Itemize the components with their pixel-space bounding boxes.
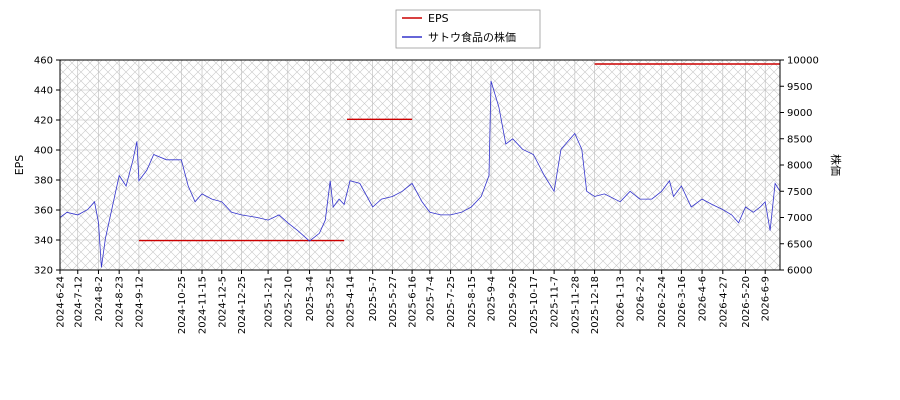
left-tick-label: 360 [34, 206, 53, 217]
series-layer [60, 63, 780, 268]
legend-box [395, 9, 541, 49]
legend-label-eps: EPS [428, 12, 449, 25]
x-tick-label: 2024-11-15 [198, 276, 209, 334]
left-axis-ticks: 320 340 360 380 400 420 440 460 [34, 56, 60, 277]
right-tick-label: 6000 [787, 266, 812, 277]
left-tick-label: 420 [34, 116, 53, 127]
series-stock-price [60, 80, 780, 268]
x-tick-label: 2024-12-5 [217, 276, 228, 328]
right-tick-label: 6500 [787, 239, 812, 250]
x-tick-label: 2024-8-23 [115, 276, 126, 328]
legend: EPS サトウ食品の株価 [395, 9, 541, 49]
x-tick-label: 2026-5-20 [741, 276, 752, 328]
x-tick-label: 2024-8-2 [94, 276, 105, 321]
stock-price-line [60, 80, 780, 268]
x-tick-label: 2025-10-17 [529, 276, 540, 334]
right-tick-label: 8500 [787, 134, 812, 145]
x-tick-label: 2024-6-24 [56, 276, 67, 328]
x-tick-label: 2025-2-10 [283, 276, 294, 328]
x-tick-label: 2025-5-7 [368, 276, 379, 321]
left-tick-label: 380 [34, 176, 53, 187]
x-tick-label: 2026-4-6 [698, 276, 709, 321]
x-tick-label: 2025-4-14 [345, 276, 356, 328]
x-tick-label: 2026-1-13 [616, 276, 627, 328]
x-tick-label: 2025-7-4 [425, 276, 436, 321]
x-tick-label: 2025-11-7 [550, 276, 561, 328]
x-tick-label: 2025-11-28 [570, 276, 581, 334]
x-tick-label: 2025-8-15 [467, 276, 478, 328]
x-tick-label: 2026-3-16 [677, 276, 688, 328]
right-tick-label: 9000 [787, 108, 812, 119]
right-tick-label: 7000 [787, 213, 812, 224]
x-tick-label: 2024-12-25 [237, 276, 248, 334]
x-tick-label: 2025-3-4 [305, 276, 316, 321]
x-tick-label: 2024-9-12 [134, 276, 145, 328]
x-axis-ticks: 2024-6-24 2024-7-12 2024-8-2 2024-8-23 2024-… [56, 270, 772, 334]
x-tick-label: 2024-7-12 [73, 276, 84, 328]
left-tick-label: 340 [34, 236, 53, 247]
x-tick-label: 2025-12-18 [590, 276, 601, 334]
left-tick-label: 400 [34, 146, 53, 157]
x-tick-label: 2026-2-24 [657, 276, 668, 328]
x-tick-label: 2024-10-25 [177, 276, 188, 334]
x-tick-label: 2025-6-16 [408, 276, 419, 328]
left-tick-label: 440 [34, 86, 53, 97]
left-axis-label: EPS [13, 155, 26, 176]
x-tick-label: 2025-9-4 [487, 276, 498, 321]
plot-hatch [60, 60, 780, 270]
x-tick-label: 2026-6-9 [761, 276, 772, 321]
x-tick-label: 2025-5-27 [388, 276, 399, 328]
right-axis-ticks: 6000 6500 7000 7500 8000 8500 9000 9500 10000 [780, 56, 819, 277]
x-tick-label: 2026-2-2 [635, 276, 646, 321]
right-tick-label: 10000 [787, 56, 819, 67]
left-tick-label: 320 [34, 266, 53, 277]
left-tick-label: 460 [34, 56, 53, 67]
x-tick-label: 2026-4-27 [718, 276, 729, 328]
x-tick-label: 2025-1-21 [264, 276, 275, 328]
right-tick-label: 8000 [787, 161, 812, 172]
right-tick-label: 9500 [787, 82, 812, 93]
right-tick-label: 7500 [787, 187, 812, 198]
x-tick-label: 2025-3-25 [326, 276, 337, 328]
legend-label-price: サトウ食品の株価 [428, 30, 516, 44]
right-axis-label: 株価 [829, 154, 843, 176]
x-tick-label: 2025-9-26 [508, 276, 519, 328]
x-tick-label: 2025-7-25 [446, 276, 457, 328]
